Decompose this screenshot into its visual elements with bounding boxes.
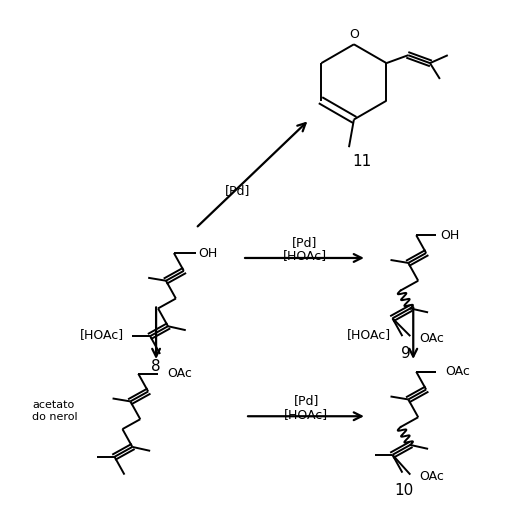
Text: 10: 10 <box>394 483 413 498</box>
Text: OH: OH <box>197 247 217 260</box>
Text: [Pd]: [Pd] <box>293 394 319 407</box>
Text: OH: OH <box>439 229 459 242</box>
Text: 11: 11 <box>352 154 371 168</box>
Text: [Pd]: [Pd] <box>291 236 317 249</box>
Text: 9: 9 <box>401 347 410 361</box>
Text: OAc: OAc <box>419 332 444 345</box>
Text: [HOAc]: [HOAc] <box>282 249 326 263</box>
Text: acetato
do nerol: acetato do nerol <box>33 400 78 422</box>
Text: [HOAc]: [HOAc] <box>79 328 124 340</box>
Text: OAc: OAc <box>444 365 469 378</box>
Text: O: O <box>348 28 358 41</box>
Text: OAc: OAc <box>167 367 192 380</box>
Text: OAc: OAc <box>419 470 444 483</box>
Text: [HOAc]: [HOAc] <box>346 328 390 340</box>
Text: [Pd]: [Pd] <box>225 184 250 197</box>
Text: [HOAc]: [HOAc] <box>284 408 328 421</box>
Text: 8: 8 <box>151 359 160 374</box>
